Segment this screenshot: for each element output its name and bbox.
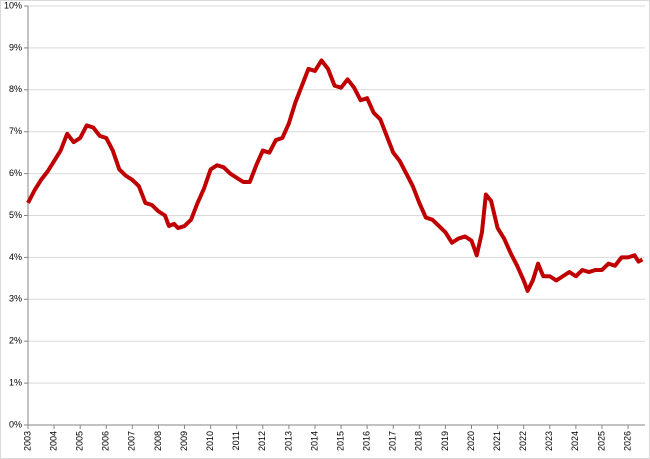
x-tick-label: 2011 bbox=[231, 431, 241, 450]
x-tick-label: 2009 bbox=[179, 431, 189, 451]
x-tick-label: 2015 bbox=[335, 431, 345, 451]
x-tick-label: 2018 bbox=[414, 431, 424, 451]
y-tick-label: 10% bbox=[4, 0, 22, 10]
y-tick-label: 2% bbox=[9, 336, 22, 346]
x-tick-label: 2007 bbox=[127, 431, 137, 451]
x-tick-label: 2022 bbox=[518, 431, 528, 451]
x-tick-label: 2025 bbox=[596, 431, 606, 451]
data-line bbox=[26, 58, 644, 293]
x-tick-label: 2024 bbox=[570, 431, 580, 451]
y-tick-label: 6% bbox=[9, 168, 22, 178]
y-tick-label: 5% bbox=[9, 210, 22, 220]
x-tick-label: 2003 bbox=[22, 431, 32, 451]
x-tick-label: 2006 bbox=[101, 431, 111, 451]
y-tick-label: 3% bbox=[9, 294, 22, 304]
x-tick-label: 2017 bbox=[388, 431, 398, 451]
y-tick-label: 8% bbox=[9, 84, 22, 94]
x-tick-label: 2021 bbox=[492, 431, 502, 451]
x-tick-label: 2012 bbox=[257, 431, 267, 451]
x-tick-label: 2014 bbox=[309, 431, 319, 451]
y-tick-label: 1% bbox=[9, 377, 22, 387]
x-tick-label: 2005 bbox=[75, 431, 85, 451]
y-tick-label: 7% bbox=[9, 126, 22, 136]
x-tick-label: 2016 bbox=[362, 431, 372, 451]
x-tick-label: 2019 bbox=[440, 431, 450, 451]
x-tick-label: 2008 bbox=[153, 431, 163, 451]
x-tick-label: 2026 bbox=[622, 431, 632, 451]
y-tick-label: 0% bbox=[9, 419, 22, 429]
y-tick-label: 4% bbox=[9, 252, 22, 262]
x-tick-label: 2023 bbox=[544, 431, 554, 451]
x-tick-label: 2013 bbox=[283, 431, 293, 451]
x-tick-label: 2004 bbox=[48, 431, 58, 451]
y-tick-label: 9% bbox=[9, 42, 22, 52]
x-tick-label: 2020 bbox=[466, 431, 476, 451]
x-tick-label: 2010 bbox=[205, 431, 215, 451]
